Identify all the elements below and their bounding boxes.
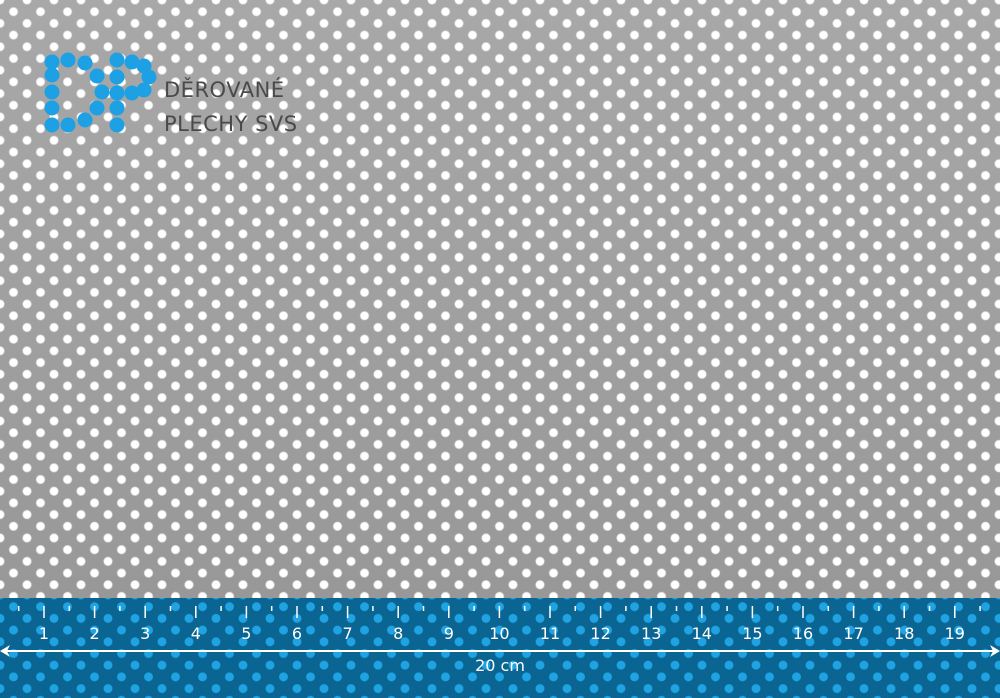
ruler-number: 5 (241, 624, 251, 643)
perforated-sheet (0, 0, 1000, 598)
logo-dot (109, 69, 125, 85)
logo-dot (109, 52, 125, 68)
ruler-number: 15 (742, 624, 762, 643)
ruler-number: 4 (191, 624, 201, 643)
ruler-number: 11 (540, 624, 560, 643)
dp-logo-icon (44, 52, 157, 133)
logo-dot (44, 84, 60, 100)
logo-dot (109, 100, 125, 116)
ruler-number: 16 (793, 624, 813, 643)
logo-dot (44, 54, 60, 70)
arrow-left-icon (0, 645, 10, 657)
measurement-ruler: 1 2 3 4 5 6 7 8 9 10 11 12 13 14 15 16 17 18 19 20 cm (0, 598, 1000, 698)
ruler-number: 9 (444, 624, 454, 643)
ruler-number: 6 (292, 624, 302, 643)
logo-dot (136, 82, 152, 98)
ruler-number: 12 (590, 624, 610, 643)
length-label: 20 cm (475, 656, 525, 675)
ruler-number: 1 (39, 624, 49, 643)
logo-dot (60, 52, 76, 68)
ruler-number: 8 (393, 624, 403, 643)
logo-dot (94, 84, 110, 100)
arrow-right-icon (990, 645, 1000, 657)
logo-dot (109, 117, 125, 133)
logo-dot (44, 117, 60, 133)
logo-dot (109, 85, 125, 101)
brand-line-1: DĚROVANÉ (164, 78, 285, 102)
ruler-number: 7 (343, 624, 353, 643)
logo-dot (141, 69, 157, 85)
logo-dot (77, 55, 93, 71)
logo-dot (60, 117, 76, 133)
logo-dot (44, 100, 60, 116)
logo-dot (89, 100, 105, 116)
logo-dot (77, 112, 93, 128)
ruler-number: 19 (945, 624, 965, 643)
ruler-number: 14 (692, 624, 712, 643)
ruler-number: 18 (894, 624, 914, 643)
logo-dot (124, 85, 140, 101)
ruler-number: 13 (641, 624, 661, 643)
ruler-number: 3 (140, 624, 150, 643)
logo-dot (124, 54, 140, 70)
ruler-number: 2 (90, 624, 100, 643)
ruler-number: 10 (489, 624, 509, 643)
brand-line-2: PLECHY SVS (164, 112, 298, 136)
logo-dot (89, 68, 105, 84)
ruler-number: 17 (843, 624, 863, 643)
logo-dot (44, 67, 60, 83)
